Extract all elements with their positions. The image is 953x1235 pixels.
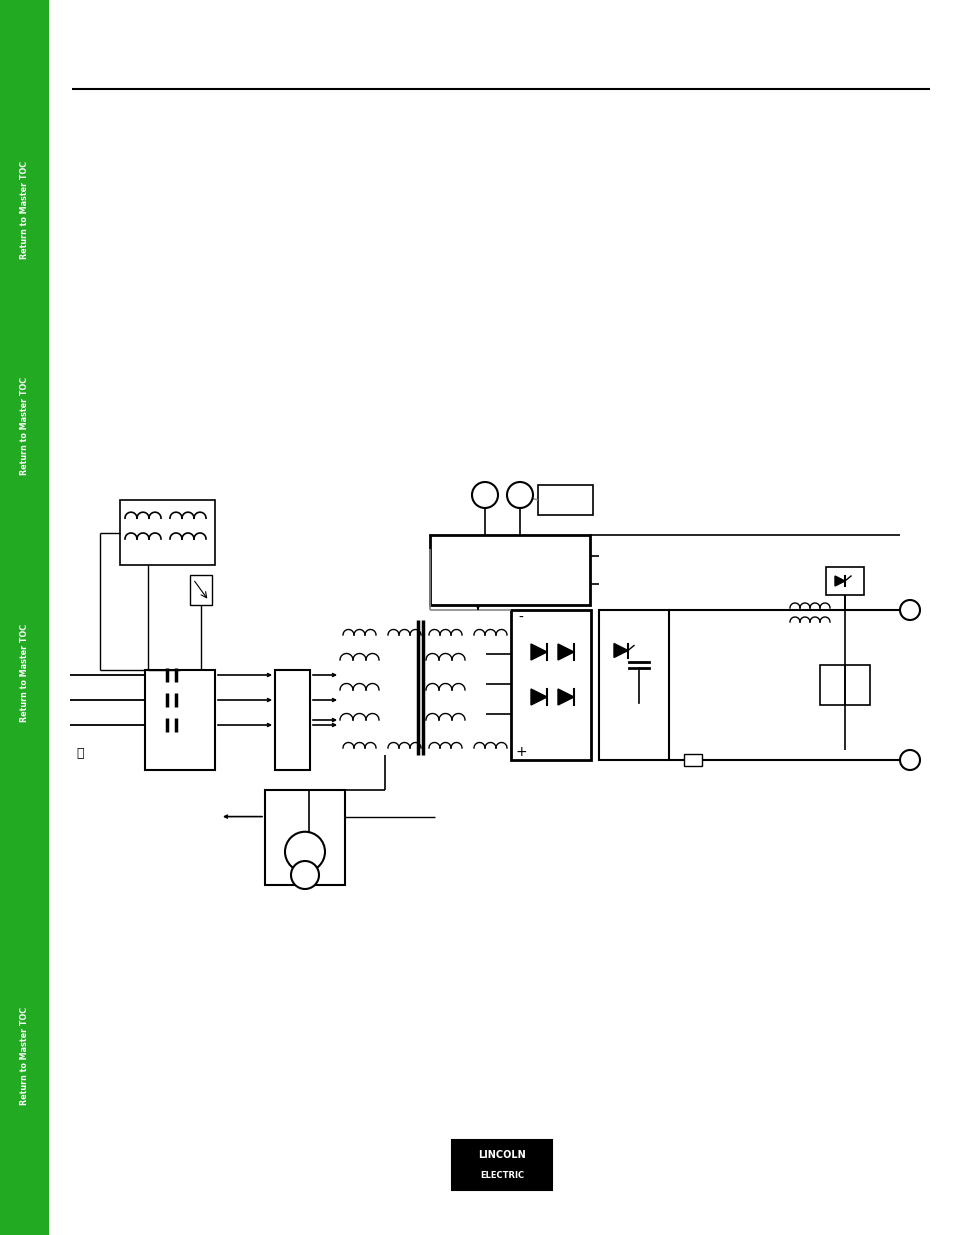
- Bar: [511, 610, 590, 760]
- Bar: [145, 671, 214, 769]
- Text: Return to Master TOC: Return to Master TOC: [20, 161, 30, 259]
- Bar: [537, 485, 593, 515]
- Circle shape: [506, 482, 533, 508]
- Bar: [598, 610, 668, 760]
- Polygon shape: [558, 689, 574, 705]
- Circle shape: [472, 482, 497, 508]
- Bar: [452, 1140, 552, 1191]
- Text: Return to Master TOC: Return to Master TOC: [20, 1007, 30, 1105]
- Polygon shape: [531, 689, 546, 705]
- Circle shape: [285, 831, 325, 872]
- Text: Return to Master TOC: Return to Master TOC: [20, 624, 30, 722]
- Bar: [683, 755, 701, 766]
- Bar: [120, 500, 214, 564]
- Polygon shape: [558, 643, 574, 659]
- Circle shape: [291, 861, 318, 889]
- Polygon shape: [531, 643, 546, 659]
- Polygon shape: [834, 576, 844, 585]
- Bar: [825, 567, 863, 595]
- Bar: [820, 664, 869, 705]
- Bar: [190, 576, 212, 605]
- Circle shape: [899, 600, 919, 620]
- Bar: [274, 671, 310, 769]
- Text: ⏚: ⏚: [76, 746, 84, 760]
- Text: Return to Master TOC: Return to Master TOC: [20, 377, 30, 475]
- Text: +: +: [515, 745, 526, 760]
- Circle shape: [899, 750, 919, 769]
- Bar: [0, 0, 49, 1235]
- Text: LINCOLN: LINCOLN: [477, 1150, 525, 1160]
- Bar: [265, 790, 345, 885]
- Text: -: -: [518, 611, 523, 625]
- Bar: [430, 535, 589, 605]
- Polygon shape: [614, 643, 627, 657]
- Text: ELECTRIC: ELECTRIC: [479, 1172, 523, 1181]
